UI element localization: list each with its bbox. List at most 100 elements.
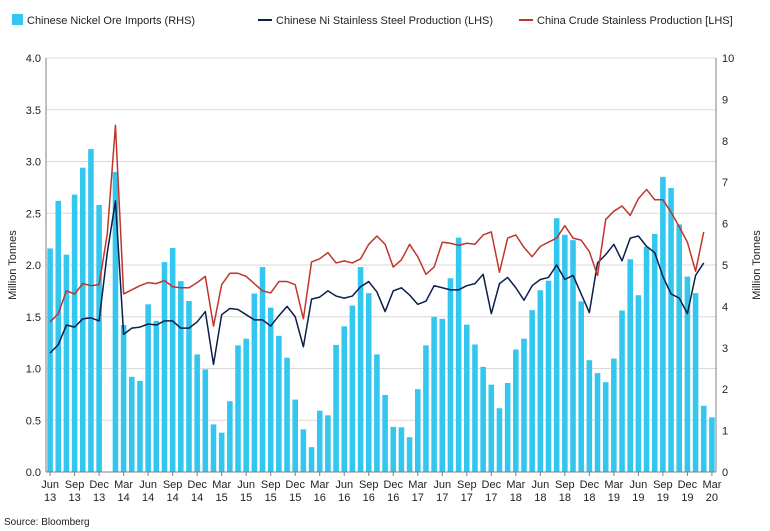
bar-nickel-ore-imports xyxy=(439,318,446,472)
x-tick-label-month: Mar xyxy=(310,479,329,491)
x-tick-label-month: Jun xyxy=(41,479,59,491)
x-tick-label-month: Jun xyxy=(433,479,451,491)
x-tick-label-month: Dec xyxy=(285,479,305,491)
y-left-tick-label: 0.5 xyxy=(26,415,41,427)
x-tick-label-year: 18 xyxy=(510,492,522,504)
x-tick-label-month: Mar xyxy=(604,479,623,491)
axes xyxy=(45,58,717,473)
bar-nickel-ore-imports xyxy=(513,349,519,472)
bar-nickel-ore-imports xyxy=(341,326,348,472)
x-tick-label-year: 16 xyxy=(363,492,375,504)
x-tick-label-year: 19 xyxy=(608,492,620,504)
bar-nickel-ore-imports xyxy=(292,399,298,472)
y-right-tick-label: 7 xyxy=(722,177,728,189)
y-axis-right-title: Million Tonnes xyxy=(751,230,763,300)
x-tick-label-year: 13 xyxy=(44,492,56,504)
x-tick-label-month: Jun xyxy=(237,479,255,491)
x-tick-label-year: 16 xyxy=(338,492,350,504)
bar-nickel-ore-imports xyxy=(300,429,307,472)
bar-nickel-ore-imports xyxy=(284,357,290,472)
x-tick-label-month: Mar xyxy=(212,479,231,491)
y-axis-left-title: Million Tonnes xyxy=(7,230,19,300)
bar-nickel-ore-imports xyxy=(496,408,503,472)
bar-nickel-ore-imports xyxy=(210,424,217,472)
x-tick-label-year: 18 xyxy=(534,492,546,504)
bar-nickel-ore-imports xyxy=(227,401,233,472)
bar-nickel-ore-imports xyxy=(308,447,315,472)
bar-nickel-ore-imports xyxy=(316,410,323,472)
bar-nickel-ore-imports xyxy=(349,305,356,472)
x-tick-label-year: 15 xyxy=(289,492,301,504)
y-left-tick-label: 1.0 xyxy=(26,364,41,376)
legend-label-nickel-ore-imports: Chinese Nickel Ore Imports (RHS) xyxy=(27,15,195,27)
bar-nickel-ore-imports xyxy=(63,254,70,472)
bar-nickel-ore-imports xyxy=(276,335,282,472)
bar-nickel-ore-imports xyxy=(251,293,258,472)
bar-nickel-ore-imports xyxy=(619,310,625,472)
x-tick-label-month: Sep xyxy=(261,479,281,491)
bar-nickel-ore-imports xyxy=(47,248,53,472)
x-tick-label-month: Dec xyxy=(89,479,109,491)
x-tick-label-year: 15 xyxy=(216,492,228,504)
legend-label-ni-stainless-production: Chinese Ni Stainless Steel Production (L… xyxy=(276,15,493,27)
bar-nickel-ore-imports xyxy=(504,382,511,472)
x-tick-label-month: Mar xyxy=(702,479,721,491)
y-left-tick-label: 2.0 xyxy=(26,260,41,272)
bar-nickel-ore-imports xyxy=(635,295,642,472)
y-right-tick-label: 4 xyxy=(722,301,728,313)
bar-nickel-ore-imports xyxy=(611,358,617,472)
bar-nickel-ore-imports xyxy=(218,432,225,472)
bar-nickel-ore-imports xyxy=(578,301,584,472)
y-right-tick-label: 6 xyxy=(722,219,728,231)
bar-nickel-ore-imports xyxy=(709,417,715,472)
bar-nickel-ore-imports xyxy=(447,278,454,472)
bar-nickel-ore-imports xyxy=(137,380,143,472)
bar-nickel-ore-imports xyxy=(537,290,544,472)
y-left-tick-label: 3.0 xyxy=(26,157,41,169)
x-tick-label-month: Dec xyxy=(678,479,698,491)
y-right-tick-label: 9 xyxy=(722,94,728,106)
bar-nickel-ore-imports xyxy=(455,237,462,472)
x-tick-label-month: Dec xyxy=(580,479,600,491)
x-tick-label-year: 18 xyxy=(559,492,571,504)
bar-nickel-ore-imports xyxy=(414,389,421,472)
bar-nickel-ore-imports xyxy=(562,234,568,472)
x-tick-label-month: Mar xyxy=(506,479,525,491)
x-tick-label-year: 19 xyxy=(632,492,644,504)
bar-nickel-ore-imports xyxy=(643,246,650,472)
y-left-tick-label: 0.0 xyxy=(26,467,41,479)
bar-nickel-ore-imports xyxy=(431,316,437,472)
bar-nickel-ore-imports xyxy=(570,240,576,472)
x-tick-label-month: Sep xyxy=(653,479,673,491)
legend-swatch-nickel-ore-imports xyxy=(12,14,23,25)
bar-nickel-ore-imports xyxy=(553,218,560,472)
source-note: Source: Bloomberg xyxy=(4,517,90,528)
x-tick-label-month: Dec xyxy=(482,479,502,491)
bar-nickel-ore-imports xyxy=(120,325,127,472)
line-series-group xyxy=(49,124,705,366)
bar-nickel-ore-imports xyxy=(267,307,274,472)
x-tick-label-month: Sep xyxy=(457,479,477,491)
bar-nickel-ore-imports xyxy=(178,281,184,472)
bar-nickel-ore-imports xyxy=(382,394,388,472)
x-axis-ticks: Jun13Sep13Dec13Mar14Jun14Sep14Dec14Mar15… xyxy=(41,472,722,504)
bar-nickel-ore-imports xyxy=(668,187,674,472)
legend-label-crude-stainless-production: China Crude Stainless Production [LHS] xyxy=(537,15,733,27)
bar-nickel-ore-imports xyxy=(374,354,380,472)
y-right-tick-label: 8 xyxy=(722,136,728,148)
line-ni-stainless-production xyxy=(49,200,705,366)
bar-nickel-ore-imports xyxy=(161,262,168,472)
bar-nickel-ore-imports xyxy=(521,338,527,472)
bar-nickel-ore-imports xyxy=(202,369,209,472)
bar-nickel-ore-imports xyxy=(357,267,364,472)
bar-nickel-ore-imports xyxy=(55,200,62,472)
bar-nickel-ore-imports xyxy=(472,344,478,472)
bar-nickel-ore-imports xyxy=(153,320,160,472)
bar-nickel-ore-imports xyxy=(594,373,601,472)
x-tick-label-year: 14 xyxy=(191,492,203,504)
bar-nickel-ore-imports xyxy=(243,338,249,472)
bar-nickel-ore-imports xyxy=(169,248,176,472)
x-tick-label-month: Jun xyxy=(630,479,648,491)
x-tick-label-year: 13 xyxy=(68,492,80,504)
